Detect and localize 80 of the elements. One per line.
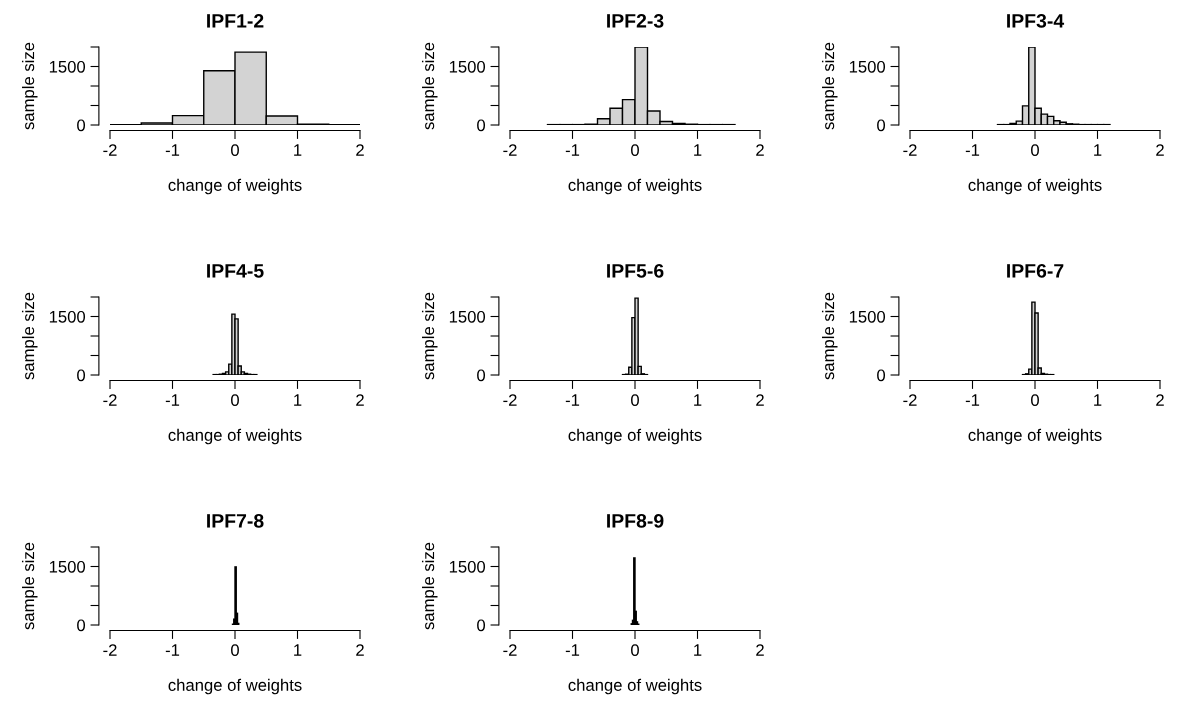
y-axis-title: sample size (421, 42, 438, 130)
x-tick-label: 2 (756, 394, 764, 406)
x-tick-label: 2 (756, 644, 764, 656)
x-axis-title: change of weights (168, 428, 302, 445)
x-axis-title: change of weights (168, 678, 302, 695)
x-tick-label: 0 (631, 644, 639, 656)
x-tick-label: 1 (294, 644, 302, 656)
x-tick-label: -1 (965, 394, 980, 406)
x-tick-label: 0 (231, 394, 239, 406)
x-tick-label: 1 (694, 644, 702, 656)
y-tick-label: 0 (877, 119, 886, 132)
x-tick-label: -1 (165, 644, 180, 656)
x-tick-label: -1 (165, 144, 180, 156)
x-tick-label: 2 (356, 394, 364, 406)
x-tick-label: 1 (294, 394, 302, 406)
y-tick-label: 1500 (849, 60, 886, 73)
x-tick-label: -2 (503, 394, 517, 406)
y-tick-label: 0 (77, 619, 86, 632)
x-tick-label: -2 (503, 144, 517, 156)
chart-title: IPF1-2 (207, 13, 264, 28)
x-axis-title: change of weights (968, 428, 1102, 445)
x-tick-label: 1 (694, 394, 702, 406)
y-axis-title: sample size (821, 42, 838, 130)
y-tick-label: 1500 (49, 560, 86, 573)
x-tick-label: 0 (1031, 144, 1039, 156)
y-tick-label: 1500 (449, 310, 486, 323)
x-tick-label: -1 (965, 144, 980, 156)
x-tick-label: -2 (503, 644, 517, 656)
x-tick-label: 1 (1094, 144, 1102, 156)
y-tick-label: 1500 (449, 560, 486, 573)
y-axis-title: sample size (421, 292, 438, 380)
x-tick-label: 0 (631, 394, 639, 406)
y-tick-label: 0 (477, 369, 486, 382)
x-tick-label: 0 (631, 144, 639, 156)
y-tick-label: 1500 (49, 310, 86, 323)
x-axis-title: change of weights (168, 178, 302, 195)
chart-title: IPF7-8 (207, 513, 264, 528)
chart-title: IPF8-9 (607, 513, 664, 528)
y-axis-title: sample size (21, 42, 38, 130)
x-axis-title: change of weights (568, 428, 702, 445)
chart-title: IPF4-5 (207, 264, 264, 278)
y-tick-label: 0 (477, 119, 486, 132)
y-axis-title: sample size (21, 292, 38, 380)
x-tick-label: 2 (1156, 394, 1164, 406)
x-tick-label: -2 (103, 644, 117, 656)
x-tick-label: -2 (103, 144, 117, 156)
x-tick-label: -1 (165, 394, 180, 406)
x-axis-title: change of weights (968, 178, 1102, 195)
x-axis-title: change of weights (568, 178, 702, 195)
x-tick-label: -2 (103, 394, 117, 406)
x-tick-label: 2 (356, 644, 364, 656)
x-tick-label: 0 (231, 644, 239, 656)
x-tick-label: -1 (565, 144, 580, 156)
y-tick-label: 0 (477, 619, 486, 632)
x-tick-label: -2 (903, 144, 917, 156)
x-axis-title: change of weights (568, 678, 702, 695)
x-tick-label: -1 (565, 644, 580, 656)
x-tick-label: 0 (1031, 394, 1039, 406)
chart-title: IPF5-6 (607, 263, 664, 278)
x-tick-label: 2 (1156, 144, 1164, 156)
x-tick-label: 2 (756, 144, 764, 156)
y-tick-label: 0 (877, 369, 886, 382)
x-tick-label: 1 (1094, 394, 1102, 406)
y-tick-label: 1500 (449, 60, 486, 73)
chart-title: IPF2-3 (607, 13, 664, 28)
y-tick-label: 1500 (49, 60, 86, 73)
x-tick-label: -2 (903, 394, 917, 406)
x-tick-label: -1 (565, 394, 580, 406)
chart-title: IPF6-7 (1007, 263, 1064, 278)
y-axis-title: sample size (421, 542, 438, 630)
x-tick-label: 1 (694, 144, 702, 156)
y-tick-label: 0 (77, 369, 86, 382)
y-tick-label: 0 (77, 119, 86, 132)
x-tick-label: 2 (356, 144, 364, 156)
x-tick-label: 1 (294, 144, 302, 156)
chart-title: IPF3-4 (1007, 13, 1065, 28)
y-tick-label: 1500 (849, 310, 886, 323)
y-axis-title: sample size (821, 292, 838, 380)
x-tick-label: 0 (231, 144, 239, 156)
y-axis-title: sample size (21, 542, 38, 630)
